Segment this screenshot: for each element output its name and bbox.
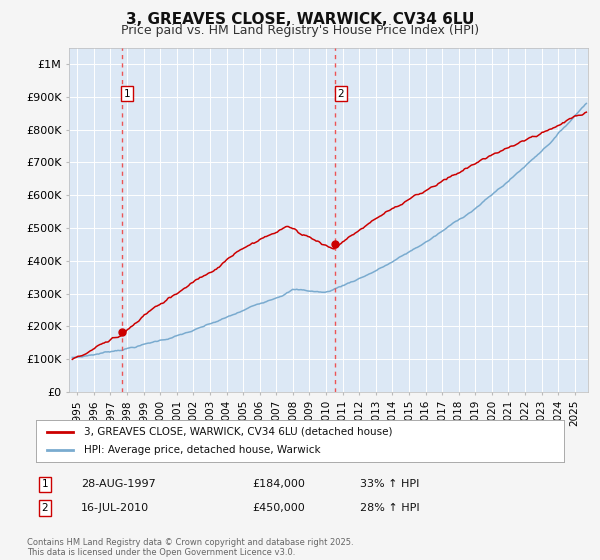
Text: HPI: Average price, detached house, Warwick: HPI: Average price, detached house, Warw… (83, 445, 320, 455)
Text: 33% ↑ HPI: 33% ↑ HPI (360, 479, 419, 489)
Text: 2: 2 (41, 503, 49, 513)
Text: 28-AUG-1997: 28-AUG-1997 (81, 479, 156, 489)
Text: 2: 2 (337, 88, 344, 99)
Text: Price paid vs. HM Land Registry's House Price Index (HPI): Price paid vs. HM Land Registry's House … (121, 24, 479, 36)
Text: 1: 1 (41, 479, 49, 489)
Text: £450,000: £450,000 (252, 503, 305, 513)
Text: 3, GREAVES CLOSE, WARWICK, CV34 6LU: 3, GREAVES CLOSE, WARWICK, CV34 6LU (126, 12, 474, 27)
Text: 1: 1 (124, 88, 131, 99)
Text: 3, GREAVES CLOSE, WARWICK, CV34 6LU (detached house): 3, GREAVES CLOSE, WARWICK, CV34 6LU (det… (83, 427, 392, 437)
Text: £184,000: £184,000 (252, 479, 305, 489)
Text: 16-JUL-2010: 16-JUL-2010 (81, 503, 149, 513)
Text: Contains HM Land Registry data © Crown copyright and database right 2025.
This d: Contains HM Land Registry data © Crown c… (27, 538, 353, 557)
Text: 28% ↑ HPI: 28% ↑ HPI (360, 503, 419, 513)
